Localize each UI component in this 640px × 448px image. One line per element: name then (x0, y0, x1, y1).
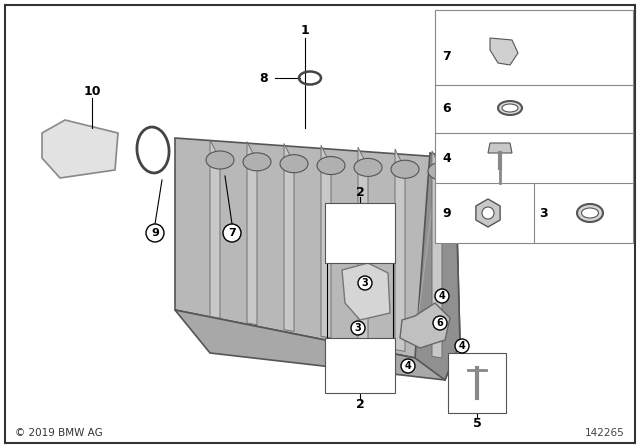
Circle shape (351, 321, 365, 335)
Ellipse shape (428, 162, 456, 180)
Text: 9: 9 (151, 228, 159, 238)
Polygon shape (400, 303, 450, 348)
Text: 1: 1 (301, 23, 309, 36)
Circle shape (401, 359, 415, 373)
Text: 4: 4 (438, 291, 445, 301)
Ellipse shape (577, 204, 603, 222)
Text: 3: 3 (362, 278, 369, 288)
Text: 2: 2 (356, 397, 364, 410)
Ellipse shape (502, 104, 518, 112)
Polygon shape (42, 120, 118, 178)
Polygon shape (321, 145, 331, 338)
Ellipse shape (206, 151, 234, 169)
Ellipse shape (243, 153, 271, 171)
Text: 142265: 142265 (585, 428, 625, 438)
Text: 4: 4 (404, 361, 412, 371)
Text: 10: 10 (83, 85, 100, 98)
Polygon shape (175, 310, 460, 380)
Text: 4: 4 (459, 341, 465, 351)
Polygon shape (395, 149, 405, 351)
Text: 7: 7 (442, 49, 451, 63)
Text: 7: 7 (228, 228, 236, 238)
Polygon shape (488, 143, 512, 153)
Ellipse shape (280, 155, 308, 172)
Polygon shape (284, 143, 294, 332)
Circle shape (433, 316, 447, 330)
Circle shape (435, 289, 449, 303)
Text: 6: 6 (436, 318, 444, 328)
Ellipse shape (582, 208, 598, 218)
Text: 4: 4 (442, 151, 451, 164)
Ellipse shape (354, 159, 382, 177)
Bar (448, 353, 506, 413)
Text: 8: 8 (259, 72, 268, 85)
Circle shape (223, 224, 241, 242)
Polygon shape (358, 147, 368, 345)
Text: 2: 2 (356, 185, 364, 198)
Circle shape (482, 207, 494, 219)
Text: 5: 5 (472, 417, 481, 430)
Bar (325, 203, 395, 263)
Polygon shape (415, 153, 460, 380)
Polygon shape (432, 151, 442, 358)
Text: 9: 9 (442, 207, 451, 220)
Ellipse shape (498, 101, 522, 115)
Polygon shape (210, 140, 220, 318)
Ellipse shape (317, 156, 345, 175)
Circle shape (358, 276, 372, 290)
Circle shape (455, 339, 469, 353)
Text: 3: 3 (539, 207, 548, 220)
Ellipse shape (391, 160, 419, 178)
Polygon shape (175, 138, 460, 358)
Polygon shape (490, 38, 518, 65)
Polygon shape (342, 263, 390, 320)
Polygon shape (247, 142, 257, 325)
Bar (435, 10, 633, 243)
Text: 3: 3 (355, 323, 362, 333)
Bar (325, 338, 395, 393)
Circle shape (146, 224, 164, 242)
Text: © 2019 BMW AG: © 2019 BMW AG (15, 428, 103, 438)
Text: 6: 6 (442, 102, 451, 115)
